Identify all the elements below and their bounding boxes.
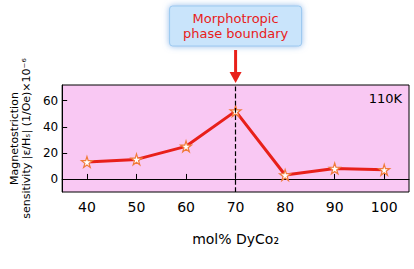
- svg-text:40: 40: [43, 120, 58, 134]
- svg-text:40: 40: [78, 199, 96, 215]
- svg-text:110K: 110K: [369, 91, 403, 106]
- svg-text:50: 50: [128, 199, 146, 215]
- svg-text:Magnetostriction: Magnetostriction: [7, 92, 21, 185]
- svg-text:Morphotropic: Morphotropic: [193, 11, 279, 26]
- svg-text:phase boundary: phase boundary: [183, 26, 289, 41]
- svg-text:100: 100: [371, 199, 398, 215]
- svg-text:90: 90: [326, 199, 344, 215]
- svg-text:60: 60: [177, 199, 195, 215]
- svg-text:sensitivity |ε/Hₛ| (1/Oe)×10⁻⁶: sensitivity |ε/Hₛ| (1/Oe)×10⁻⁶: [20, 58, 33, 219]
- svg-text:80: 80: [276, 199, 294, 215]
- svg-text:70: 70: [227, 199, 245, 215]
- svg-text:mol% DyCo₂: mol% DyCo₂: [192, 231, 279, 247]
- svg-text:0: 0: [51, 172, 59, 186]
- svg-text:60: 60: [43, 94, 58, 108]
- svg-text:20: 20: [43, 146, 58, 160]
